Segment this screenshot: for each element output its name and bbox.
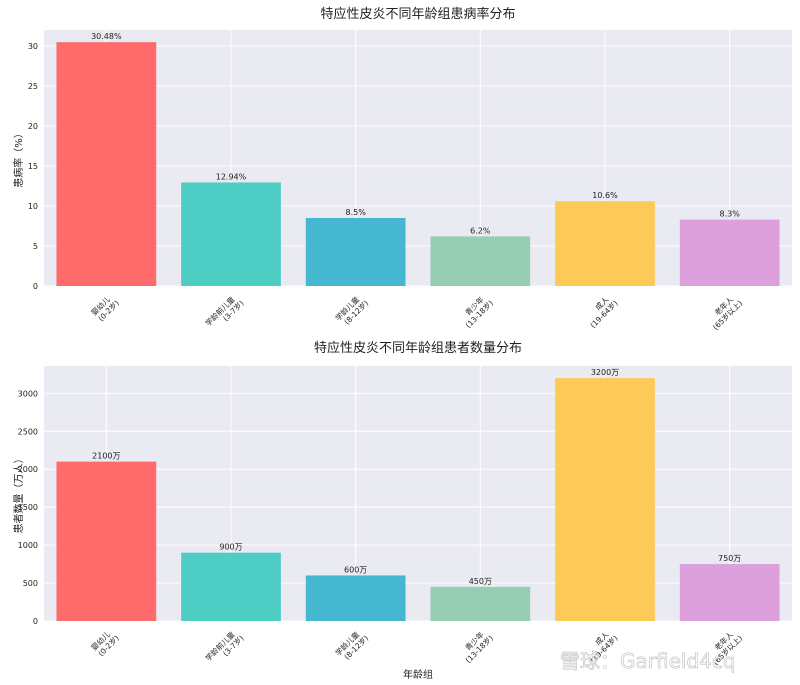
y-axis-label: 患者数量（万人） <box>12 454 25 534</box>
y-tick-label: 10 <box>28 202 38 211</box>
category-label: 婴幼儿(0-2岁) <box>89 291 121 323</box>
y-tick-label: 3000 <box>18 389 38 398</box>
data-label: 600万 <box>344 565 367 574</box>
data-label: 8.5% <box>346 208 367 217</box>
category-label: 婴幼儿(0-2岁) <box>89 626 121 658</box>
bar <box>555 378 655 621</box>
category-label: 学龄儿童(8-12岁) <box>333 626 371 664</box>
data-label: 8.3% <box>720 210 741 219</box>
category-label: 青少年(13-18岁) <box>457 626 495 664</box>
y-tick-label: 25 <box>28 82 38 91</box>
data-label: 30.48% <box>91 32 122 41</box>
data-label: 450万 <box>469 577 492 586</box>
data-label: 900万 <box>219 543 242 552</box>
chart-2: 0500100015002000250030002100万婴幼儿(0-2岁)90… <box>12 340 792 681</box>
bar <box>555 201 655 286</box>
y-axis-label: 患病率（%） <box>12 128 25 188</box>
y-tick-label: 15 <box>28 162 38 171</box>
y-tick-label: 0 <box>33 617 38 626</box>
category-label: 学龄儿童(8-12岁) <box>333 291 371 329</box>
bar <box>306 575 406 621</box>
category-label: 老年人(65岁以上) <box>704 291 744 331</box>
bar <box>181 182 281 286</box>
y-tick-label: 2500 <box>18 427 38 436</box>
data-label: 750万 <box>718 554 741 563</box>
bar <box>680 564 780 621</box>
data-label: 2100万 <box>92 452 120 461</box>
category-label: 青少年(13-18岁) <box>457 291 495 329</box>
category-label: 成人(19-64岁) <box>581 291 619 329</box>
bar <box>56 42 156 286</box>
x-axis-label: 年龄组 <box>403 668 433 681</box>
watermark-text: 雪球：Garfield4cq <box>560 649 736 673</box>
bar <box>181 553 281 621</box>
chart-title: 特应性皮炎不同年龄组患者数量分布 <box>314 340 522 356</box>
y-tick-label: 0 <box>33 282 38 291</box>
y-tick-label: 20 <box>28 122 38 131</box>
y-tick-label: 30 <box>28 42 38 51</box>
y-tick-label: 1000 <box>18 541 38 550</box>
bar <box>430 587 530 621</box>
data-label: 10.6% <box>592 191 618 200</box>
bar <box>680 220 780 286</box>
data-label: 3200万 <box>591 368 619 377</box>
bar <box>430 236 530 286</box>
y-tick-label: 500 <box>23 579 38 588</box>
chart-1: 0 5 10 15 20 25 30 30.48% 婴幼儿(0-2岁) 12.94% 学龄前儿童(3… <box>12 6 792 334</box>
bar <box>306 218 406 286</box>
category-label: 学龄前儿童(3-7岁) <box>203 291 246 334</box>
data-label: 6.2% <box>470 226 491 235</box>
y-tick-label: 5 <box>33 242 38 251</box>
data-label: 12.94% <box>216 172 247 181</box>
chart-title: 特应性皮炎不同年龄组患病率分布 <box>320 6 515 22</box>
bar <box>56 462 156 621</box>
category-label: 学龄前儿童(3-7岁) <box>203 626 246 669</box>
